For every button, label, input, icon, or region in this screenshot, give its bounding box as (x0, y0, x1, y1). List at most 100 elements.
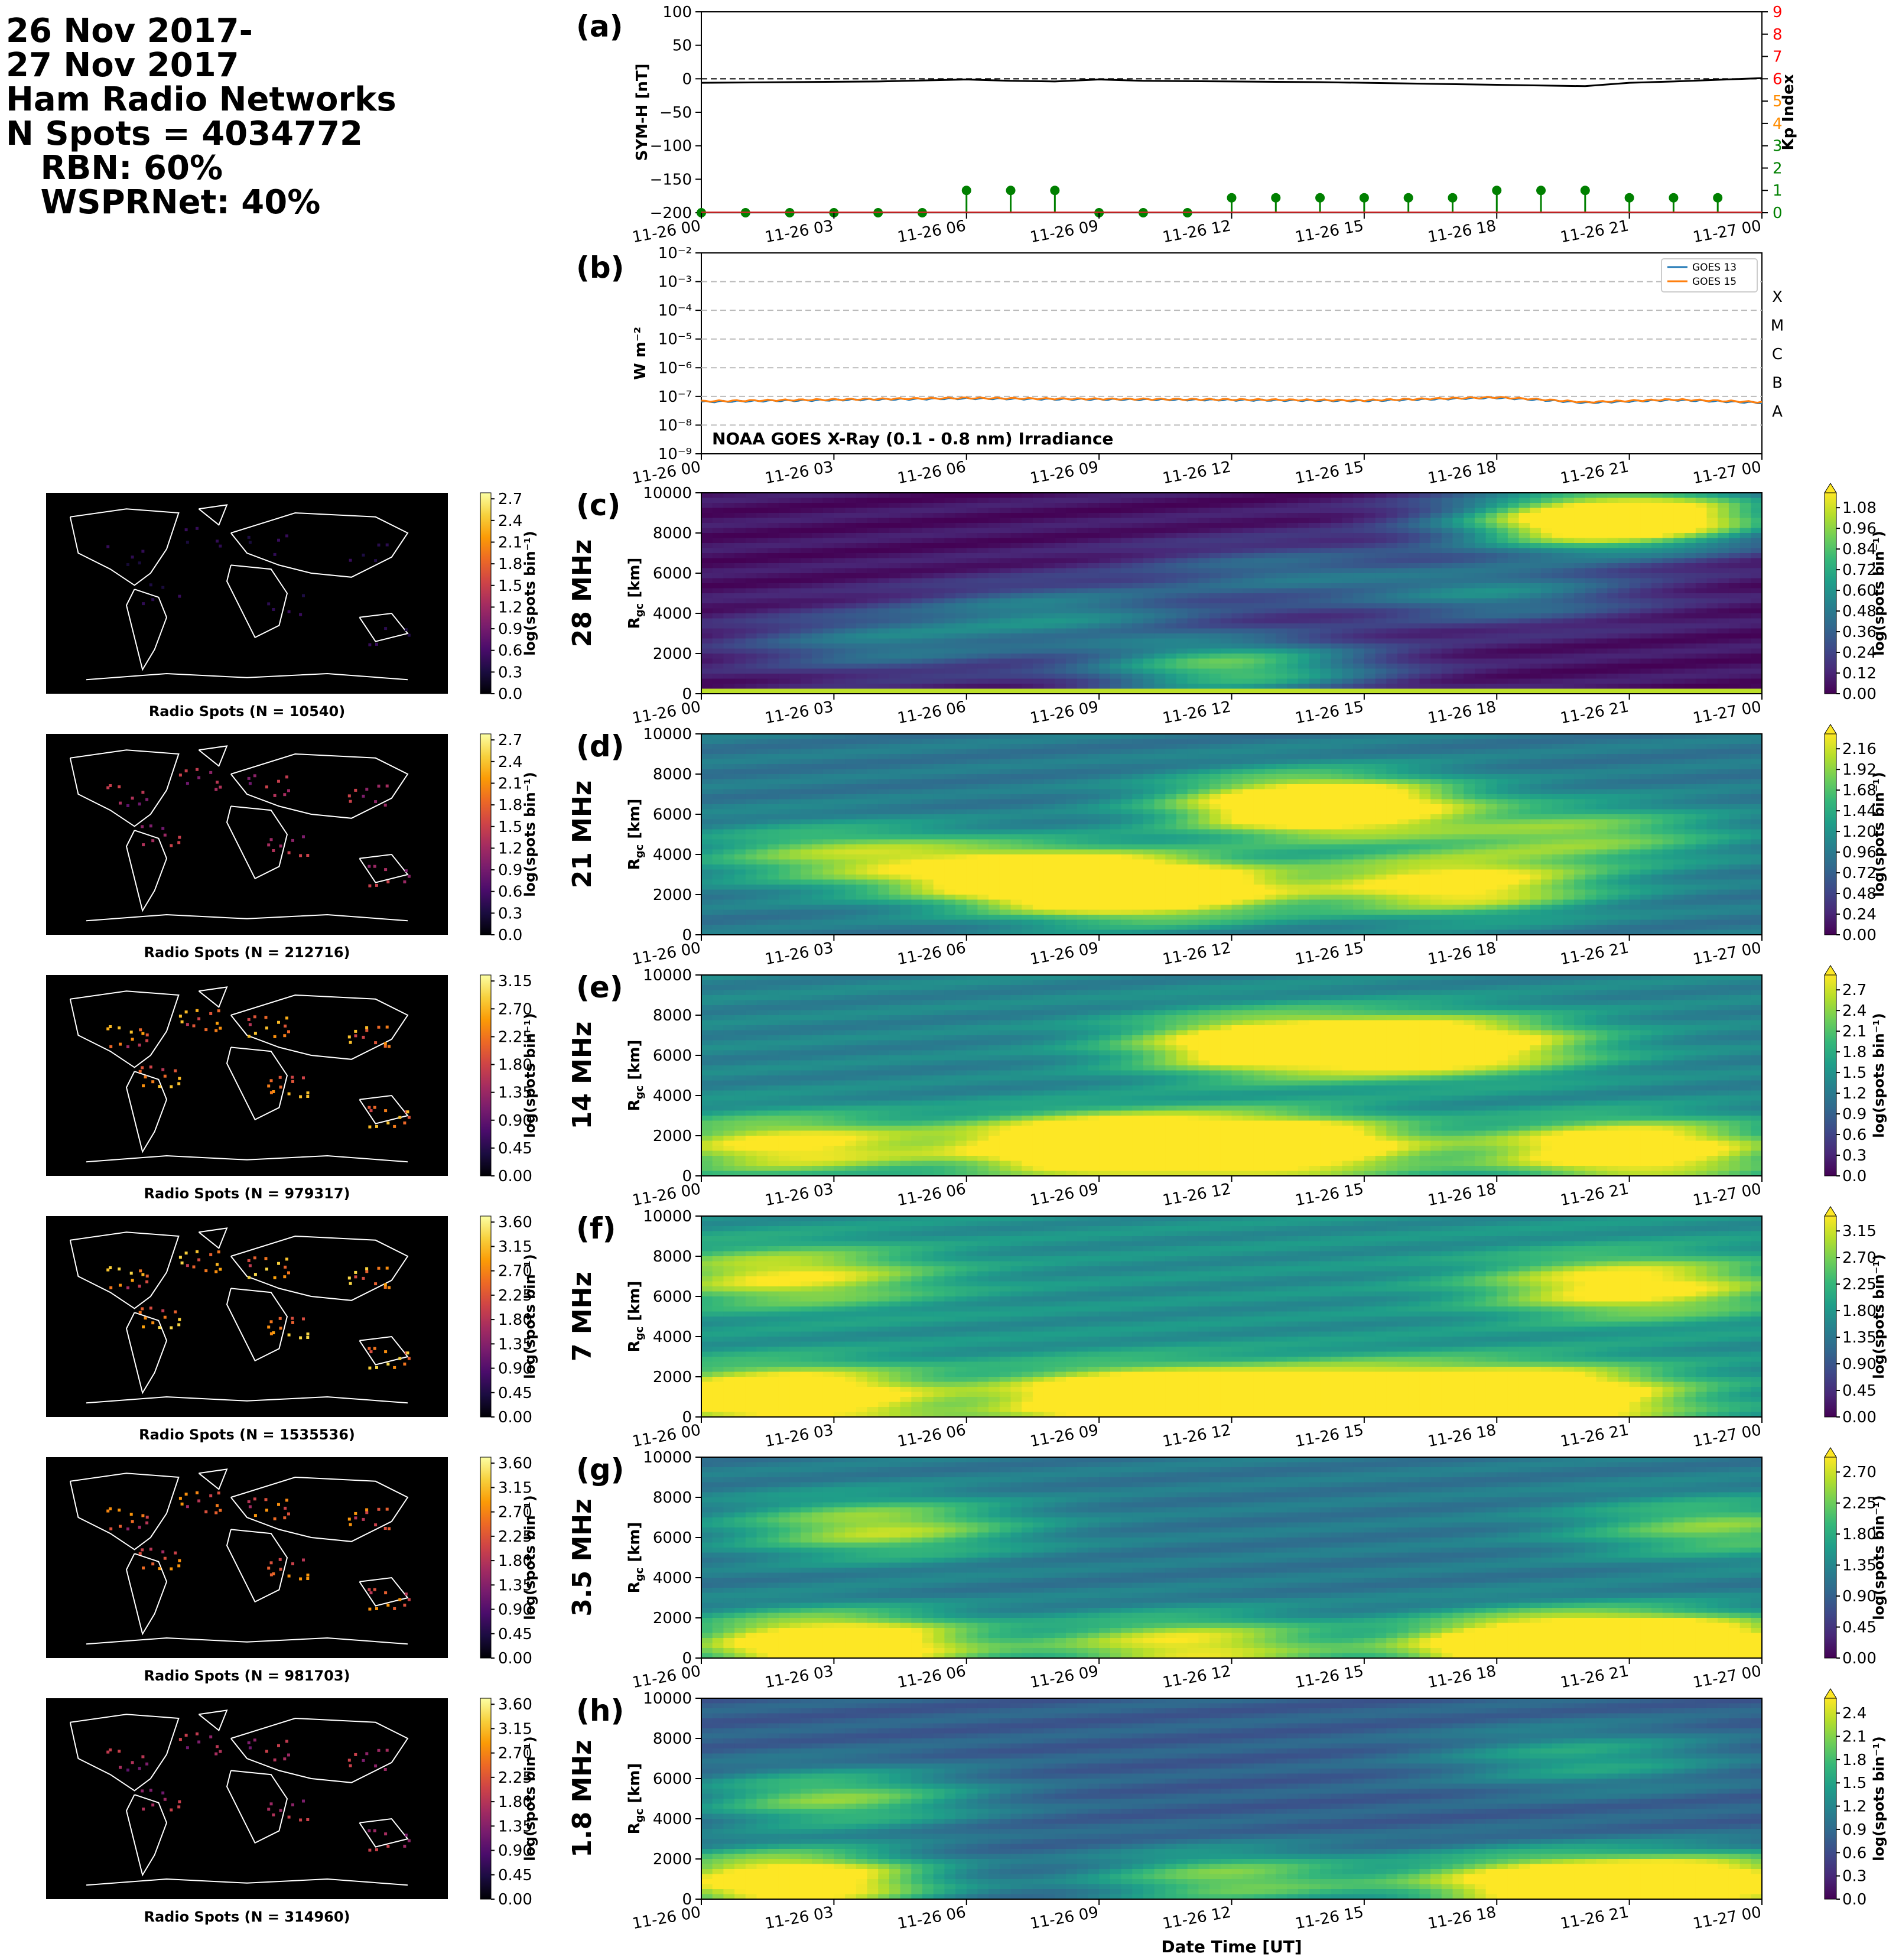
band-0-heatmap-cell (889, 533, 900, 538)
band-0-heatmap-cell (1342, 639, 1354, 644)
band-0-heatmap-cell (1287, 563, 1298, 568)
goes-ytick-label-4: 10⁻⁶ (658, 359, 692, 377)
band-1-heatmap-cell (1320, 759, 1331, 765)
band-1-heatmap-cell (1508, 749, 1519, 755)
band-0-heatmap-cell (1419, 643, 1430, 649)
band-0-heatmap-cell (1618, 619, 1630, 624)
band-0-heatmap-cell (988, 543, 1000, 548)
band-1-heatmap-cell (812, 754, 823, 759)
band-0-heatmap-cell (1276, 654, 1287, 659)
band-0-heatmap-cell (1099, 543, 1110, 548)
band-0-heatmap-cell (1740, 593, 1751, 599)
band-0-heatmap-cell (1110, 593, 1121, 599)
band-0-heatmap-cell (1397, 669, 1409, 674)
band-0-heatmap-cell (934, 649, 945, 654)
band-0-heatmap-cell (746, 609, 757, 614)
band-0-heatmap-cell (1298, 589, 1309, 594)
band-1-heatmap-cell (1486, 734, 1497, 739)
band-0-heatmap-cell (1585, 503, 1596, 508)
band-0-heatmap-cell (889, 513, 900, 518)
band-0-heatmap-cell (1442, 599, 1453, 604)
band-0-heatmap-cell (922, 493, 934, 498)
band-1-heatmap-cell (1663, 739, 1674, 745)
band-0-heatmap-cell (1209, 558, 1221, 564)
band-0-heatmap-cell (823, 578, 834, 584)
band-0-heatmap-cell (1464, 518, 1475, 524)
band-0-heatmap-cell (1198, 523, 1209, 528)
band-0-heatmap-cell (1188, 508, 1199, 513)
band-0-heatmap-cell (977, 538, 988, 544)
band-0-heatmap-cell (1640, 568, 1651, 574)
band-0-heatmap-cell (1033, 533, 1044, 538)
band-0-heatmap-cell (746, 538, 757, 544)
band-0-heatmap-cell (1364, 623, 1376, 629)
band-0-heatmap-cell (1740, 629, 1751, 634)
band-1-spot (142, 843, 145, 846)
band-0-heatmap-cell (1342, 664, 1354, 669)
band-0-heatmap-cell (768, 538, 779, 544)
kp-ytick-label-7: 7 (1773, 48, 1783, 66)
band-0-heatmap-cell (1497, 593, 1508, 599)
band-0-heatmap-cell (1729, 603, 1740, 609)
band-0-heatmap-cell (1044, 548, 1055, 554)
band-0-heatmap-cell (1353, 558, 1364, 564)
band-0-heatmap-cell (1409, 589, 1420, 594)
band-0-heatmap-cell (1607, 528, 1618, 534)
band-0-heatmap-cell (1033, 508, 1044, 513)
band-0-heatmap-cell (1630, 603, 1641, 609)
band-0-heatmap-cell (1618, 664, 1630, 669)
band-0-heatmap-cell (1729, 508, 1740, 513)
band-0-heatmap-cell (834, 533, 845, 538)
band-1-heatmap-cell (1751, 769, 1762, 775)
band-1-heatmap-cell (1707, 754, 1718, 759)
band-0-heatmap-cell (1696, 684, 1707, 689)
band-0-heatmap-cell (1607, 639, 1618, 644)
band-1-heatmap-cell (1453, 749, 1464, 755)
band-0-heatmap-cell (1287, 633, 1298, 639)
band-0-heatmap-cell (801, 528, 812, 534)
band-0-heatmap-cell (1530, 573, 1541, 578)
band-1-heatmap-cell (1585, 734, 1596, 739)
band-1-spot (253, 774, 256, 777)
band-0-heatmap-cell (734, 629, 746, 634)
band-0-heatmap-cell (1099, 599, 1110, 604)
band-1-heatmap-cell (1386, 734, 1397, 739)
band-0-heatmap-cell (1121, 593, 1133, 599)
band-0-heatmap-cell (1574, 518, 1585, 524)
band-0-heatmap-cell (878, 543, 889, 548)
band-0-heatmap-cell (1376, 493, 1387, 498)
kp-marker-16 (1404, 193, 1413, 203)
band-0-heatmap-cell (1640, 573, 1651, 578)
band-0-heatmap-cell (1143, 684, 1155, 689)
band-1-heatmap-cell (1685, 754, 1696, 759)
band-0-heatmap-cell (1541, 674, 1552, 679)
band-0-heatmap-cell (1685, 639, 1696, 644)
band-0-heatmap-cell (1419, 639, 1430, 644)
band-0-heatmap-cell (1585, 508, 1596, 513)
band-0-heatmap-cell (1188, 609, 1199, 614)
band-0-heatmap-cell (1618, 633, 1630, 639)
band-1-heatmap-cell (1287, 749, 1298, 755)
band-1-heatmap-cell (1453, 734, 1464, 739)
band-0-heatmap-cell (911, 508, 922, 513)
band-0-heatmap-cell (889, 518, 900, 524)
band-0-heatmap-cell (1663, 629, 1674, 634)
band-0-heatmap-cell (867, 654, 879, 659)
band-0-heatmap-cell (1331, 568, 1342, 574)
band-0-heatmap-cell (867, 498, 879, 503)
band-0-heatmap-cell (1640, 508, 1651, 513)
band-0-heatmap-cell (1596, 498, 1608, 503)
band-0-heatmap-cell (1077, 639, 1088, 644)
band-0-heatmap-cell (845, 553, 856, 558)
band-0-heatmap-cell (1486, 664, 1497, 669)
band-1-heatmap-cell (812, 739, 823, 745)
band-0-heatmap-cell (1088, 669, 1099, 674)
goes-xray-panel: (b) 10⁻²10⁻³10⁻⁴10⁻⁵10⁻⁶10⁻⁷10⁻⁸10⁻⁹XMCBA… (576, 245, 1784, 487)
band-0-heatmap-cell (1143, 493, 1155, 498)
band-0-heatmap-cell (922, 533, 934, 538)
band-0-heatmap-cell (1254, 563, 1265, 568)
band-1-heatmap-cell (1651, 769, 1663, 775)
band-0-heatmap-cell (1618, 553, 1630, 558)
band-1-heatmap-cell (1132, 739, 1143, 745)
band-0-heatmap-cell (1663, 649, 1674, 654)
